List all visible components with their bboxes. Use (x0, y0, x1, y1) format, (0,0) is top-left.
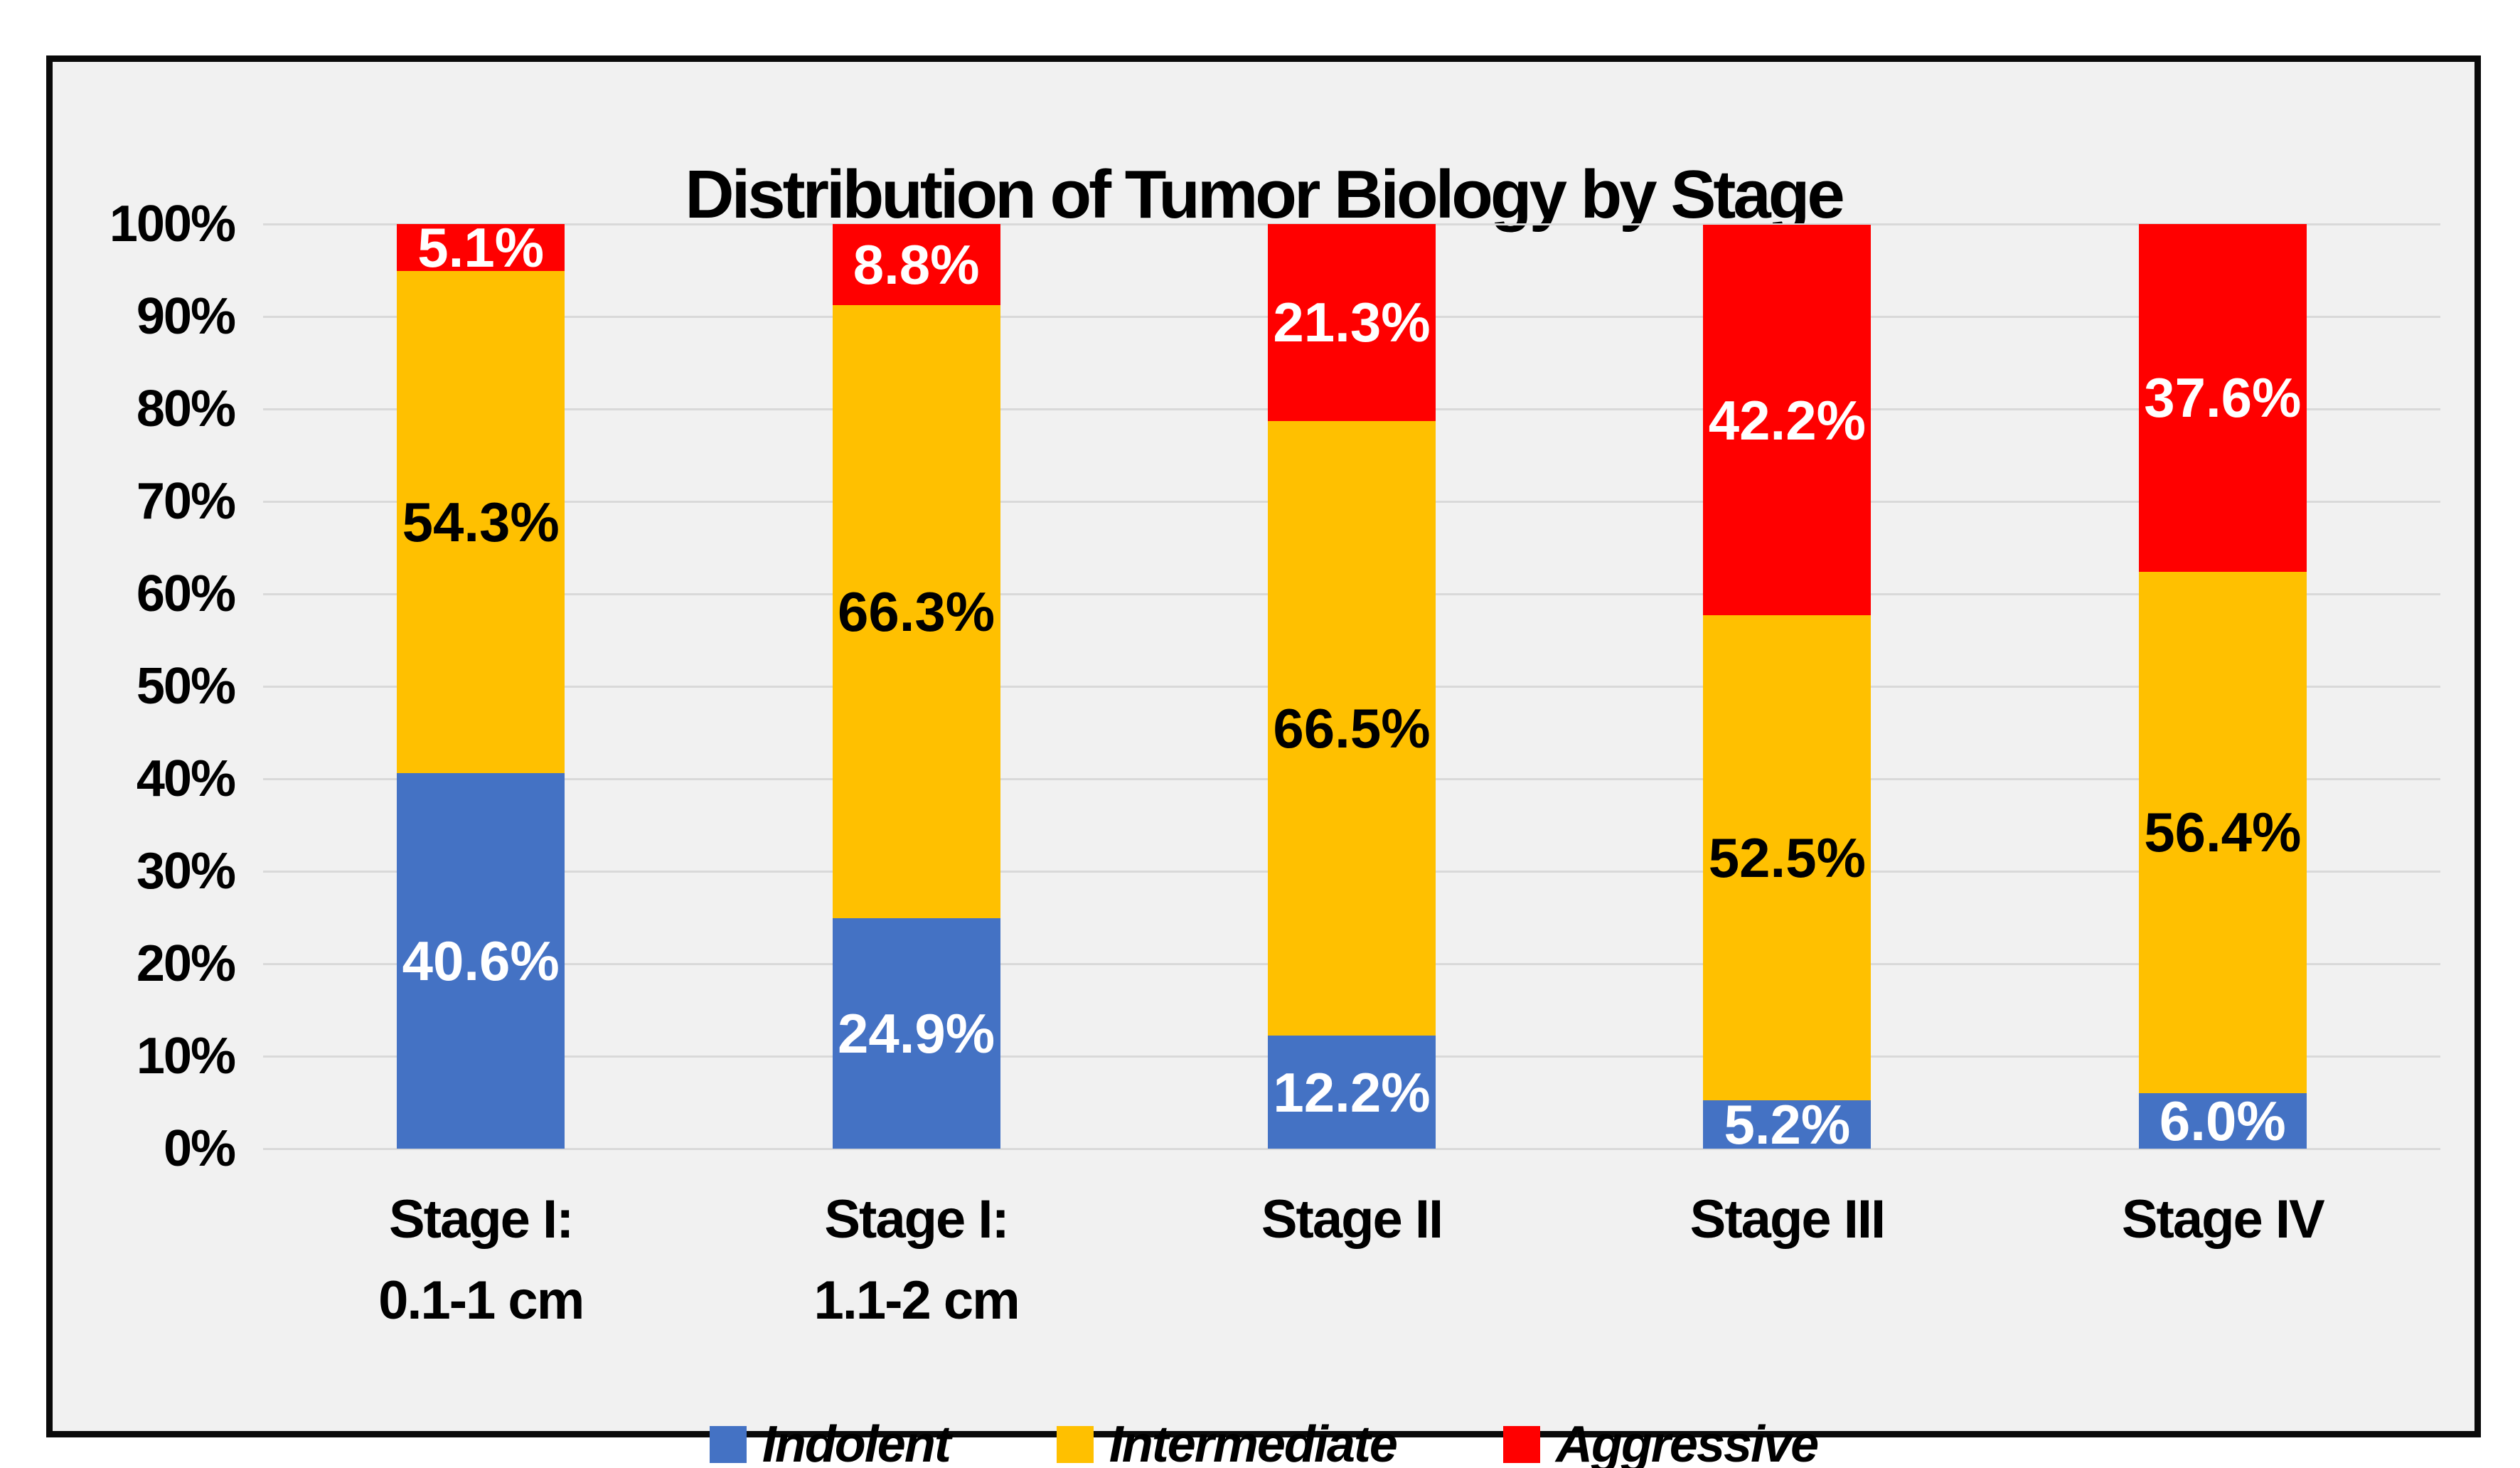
bar-value-label: 56.4% (2144, 801, 2302, 864)
legend-label: Aggressive (1555, 1416, 1819, 1468)
bar-value-label: 66.3% (838, 580, 995, 644)
legend-swatch-aggressive (1502, 1426, 1540, 1463)
legend: Indolent Intermediate Aggressive (53, 1419, 2474, 1468)
y-axis-tick-label: 70% (136, 473, 236, 530)
chart-border-frame: Distribution of Tumor Biology by Stage I… (46, 55, 2481, 1468)
chart-title: Distribution of Tumor Biology by Stage (685, 156, 1845, 233)
bar-segment-indolent: 6.0% (2138, 1090, 2307, 1152)
bar-segment-indolent: 40.6% (397, 773, 565, 1149)
bar-value-label: 5.2% (1724, 1093, 1851, 1156)
bar-segment-intermediate: 66.5% (1268, 420, 1436, 1036)
legend-label: Intermediate (1109, 1416, 1398, 1468)
gridline-0% (263, 1148, 2440, 1150)
y-axis-tick-label: 100% (109, 196, 236, 252)
bar-segment-aggressive: 21.3% (1268, 224, 1436, 421)
y-axis-tick-label: 50% (136, 658, 236, 715)
bar-segment-aggressive: 37.6% (2138, 224, 2307, 572)
y-axis-tick-label: 80% (136, 381, 236, 437)
bar-value-label: 12.2% (1273, 1060, 1431, 1124)
bar-value-label: 37.6% (2144, 366, 2302, 430)
bar-value-label: 8.8% (853, 233, 980, 297)
y-axis-tick-label: 60% (136, 565, 236, 622)
x-axis-category-line: Stage I: (824, 1189, 1010, 1250)
bar-segment-intermediate: 66.3% (832, 305, 1000, 919)
bar-value-label: 52.5% (1708, 826, 1866, 890)
bar-value-label: 5.1% (417, 216, 545, 280)
bar-segment-indolent: 12.2% (1268, 1036, 1436, 1149)
x-axis-category-line: 1.1-2 cm (813, 1270, 1020, 1331)
bar-segment-aggressive: 8.8% (832, 224, 1000, 306)
bar-segment-intermediate: 56.4% (2138, 571, 2307, 1093)
bar-segment-aggressive: 42.2% (1703, 225, 1872, 615)
y-axis-tick-label: 90% (136, 288, 236, 345)
y-axis-tick-label: 0% (163, 1120, 236, 1177)
x-axis-category-label: Stage I: 0.1-1 cm (263, 1193, 698, 1355)
legend-item-aggressive: Aggressive (1502, 1416, 1819, 1468)
bar-value-label: 24.9% (838, 1002, 995, 1065)
bar-value-label: 40.6% (402, 930, 560, 993)
x-axis-category-line: 0.1-1 cm (378, 1270, 584, 1331)
legend-swatch-intermediate (1056, 1426, 1094, 1463)
legend-item-intermediate: Intermediate (1056, 1416, 1398, 1468)
bar-segment-indolent: 24.9% (832, 918, 1000, 1149)
bar-value-label: 21.3% (1273, 291, 1431, 354)
bar-segment-indolent: 5.2% (1703, 1093, 1872, 1156)
x-axis-category-label: Stage IV (2005, 1193, 2440, 1274)
x-axis-category-line: Stage I: (388, 1189, 575, 1250)
bar-value-label: 66.5% (1273, 697, 1431, 760)
y-axis-tick-label: 40% (136, 750, 236, 807)
legend-swatch-indolent (709, 1426, 747, 1463)
bar-segment-aggressive: 5.1% (397, 220, 565, 275)
y-axis-tick-label: 20% (136, 935, 236, 992)
legend-label: Indolent (762, 1416, 951, 1468)
bar-segment-intermediate: 54.3% (397, 271, 565, 774)
legend-item-indolent: Indolent (709, 1416, 951, 1468)
bar-value-label: 42.2% (1708, 388, 1866, 452)
y-axis-tick-label: 30% (136, 843, 236, 900)
x-axis-category-line: Stage II (1261, 1189, 1443, 1250)
x-axis-category-line: Stage III (1689, 1189, 1886, 1250)
bar-value-label: 6.0% (2159, 1090, 2286, 1152)
x-axis-category-label: Stage III (1569, 1193, 2004, 1274)
x-axis-category-label: Stage I: 1.1-2 cm (698, 1193, 1133, 1355)
bar-value-label: 54.3% (402, 491, 560, 554)
x-axis-category-line: Stage IV (2121, 1189, 2325, 1250)
y-axis-tick-label: 10% (136, 1028, 236, 1085)
bar-segment-intermediate: 52.5% (1703, 615, 1872, 1101)
x-axis-category-label: Stage II (1134, 1193, 1569, 1274)
